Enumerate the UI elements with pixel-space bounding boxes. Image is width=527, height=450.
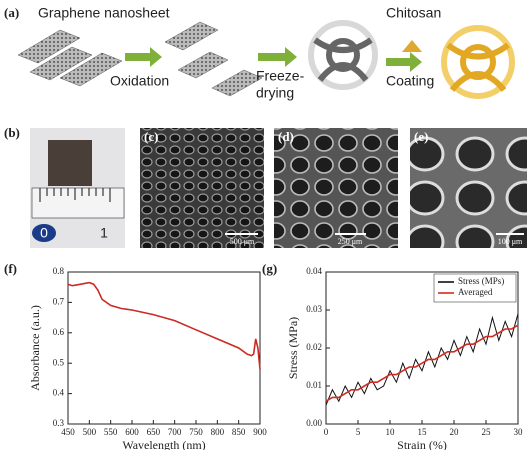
ruler-label: 1 bbox=[100, 225, 108, 241]
y-tick-label: 0.03 bbox=[306, 304, 322, 314]
x-axis-label: Wavelength (nm) bbox=[122, 438, 205, 450]
x-tick-label: 500 bbox=[83, 427, 97, 437]
coated-foam bbox=[444, 28, 512, 96]
panel-label: (g) bbox=[262, 261, 277, 276]
legend-label: Averaged bbox=[458, 287, 493, 297]
x-tick-label: 15 bbox=[418, 427, 428, 437]
arrow bbox=[258, 47, 297, 67]
panel-label: (e) bbox=[414, 129, 428, 144]
step-label: Freeze- bbox=[256, 68, 305, 84]
sem-image bbox=[274, 128, 398, 248]
panel-label: (a) bbox=[4, 5, 19, 20]
step-label: Oxidation bbox=[110, 73, 169, 89]
y-axis-label: Absorbance (a.u.) bbox=[28, 305, 42, 391]
y-tick-label: 0.3 bbox=[53, 418, 65, 428]
y-tick-label: 0.04 bbox=[306, 266, 322, 276]
y-tick-label: 0.4 bbox=[53, 388, 65, 398]
x-tick-label: 600 bbox=[125, 427, 139, 437]
y-tick-label: 0.8 bbox=[53, 266, 65, 276]
sem-image bbox=[140, 128, 264, 248]
oxidized-sheets bbox=[165, 22, 262, 96]
x-tick-label: 900 bbox=[253, 427, 267, 437]
x-tick-label: 5 bbox=[356, 427, 361, 437]
step-label: Graphene nanosheet bbox=[38, 5, 170, 21]
panel-label: (b) bbox=[4, 125, 20, 140]
y-axis-label: Stress (MPa) bbox=[286, 317, 300, 379]
y-tick-label: 0.01 bbox=[306, 380, 322, 390]
step-label: drying bbox=[256, 85, 294, 101]
y-tick-label: 0.02 bbox=[306, 342, 322, 352]
data-line bbox=[326, 325, 518, 401]
step-label: Chitosan bbox=[386, 5, 441, 21]
plot-frame bbox=[68, 272, 260, 424]
legend-label: Stress (MPs) bbox=[458, 276, 504, 286]
data-line bbox=[326, 314, 518, 405]
scale-label: 500 μm bbox=[230, 237, 255, 246]
sample bbox=[48, 140, 92, 186]
y-tick-label: 0.5 bbox=[53, 357, 65, 367]
x-tick-label: 20 bbox=[450, 427, 460, 437]
x-tick-label: 450 bbox=[61, 427, 75, 437]
photo-row: (b) 0 1 (c) 500 μm (d) 250 μm (e) 100 μm bbox=[4, 125, 527, 248]
x-tick-label: 750 bbox=[189, 427, 203, 437]
panel-label: (d) bbox=[278, 129, 294, 144]
step-label: Coating bbox=[386, 73, 434, 89]
x-tick-label: 10 bbox=[386, 427, 396, 437]
y-tick-label: 0.7 bbox=[53, 296, 65, 306]
graphene-sheets bbox=[18, 30, 122, 86]
x-tick-label: 25 bbox=[482, 427, 492, 437]
x-tick-label: 650 bbox=[147, 427, 161, 437]
x-axis-label: Strain (%) bbox=[397, 438, 447, 450]
data-line bbox=[68, 283, 260, 370]
x-tick-label: 0 bbox=[324, 427, 329, 437]
powder bbox=[402, 40, 422, 52]
y-tick-label: 0.00 bbox=[306, 418, 322, 428]
arrow bbox=[386, 52, 422, 72]
x-tick-label: 800 bbox=[211, 427, 225, 437]
y-tick-label: 0.6 bbox=[53, 327, 65, 337]
x-tick-label: 550 bbox=[104, 427, 118, 437]
x-tick-label: 700 bbox=[168, 427, 182, 437]
foam bbox=[311, 23, 375, 87]
panel-label: (c) bbox=[144, 129, 158, 144]
panel-a: (a) Graphene nanosheet Oxidation Freeze-… bbox=[4, 5, 512, 101]
x-tick-label: 30 bbox=[514, 427, 524, 437]
x-tick-label: 850 bbox=[232, 427, 246, 437]
sem-image bbox=[410, 128, 527, 248]
panel-label: (f) bbox=[4, 261, 17, 276]
scale-label: 250 μm bbox=[338, 237, 363, 246]
ruler-label: 0 bbox=[40, 225, 48, 241]
figure: (a) Graphene nanosheet Oxidation Freeze-… bbox=[0, 0, 527, 450]
scale-label: 100 μm bbox=[498, 237, 523, 246]
arrow bbox=[125, 47, 162, 67]
